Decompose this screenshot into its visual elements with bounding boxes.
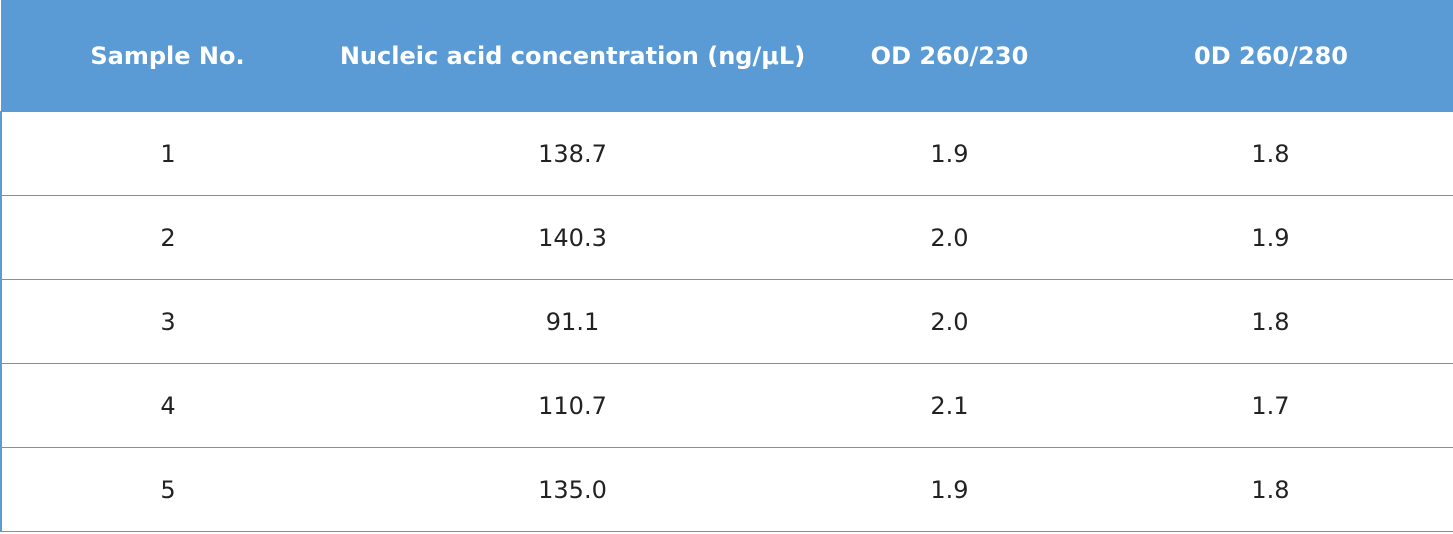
table-cell: 110.7 [334,363,811,448]
table-cell: 2.1 [811,363,1088,448]
header-cell: Sample No. [0,0,335,112]
table-cell: 1.9 [811,447,1088,532]
table-row: 4 110.7 2.1 1.7 [0,363,1453,448]
table-cell: 1.9 [811,111,1088,196]
table-cell: 2.0 [811,195,1088,280]
table-cell: 2 [0,195,334,280]
table-body: 1 138.7 1.9 1.8 2 140.3 2.0 1.9 3 91.1 2.0 1.8 4 110.… [0,111,1453,532]
table-cell: 1 [0,111,334,196]
table-cell: 140.3 [334,195,811,280]
table-cell: 1.7 [1088,363,1453,448]
table-cell: 4 [0,363,334,448]
table-cell: 1.9 [1088,195,1453,280]
table-row: 5 135.0 1.9 1.8 [0,447,1453,532]
table-row: 3 91.1 2.0 1.8 [0,279,1453,364]
table-cell: 1.8 [1088,447,1453,532]
table-cell: 3 [0,279,334,364]
table-cell: 91.1 [334,279,811,364]
table-cell: 5 [0,447,334,532]
table-header: Sample No. Nucleic acid concentration (ng… [0,0,1453,112]
header-cell: OD 260/230 [810,0,1089,112]
header-cell: Nucleic acid concentration (ng/μL) [333,0,812,112]
header-row: Sample No. Nucleic acid concentration (ng… [0,0,1453,112]
table-cell: 135.0 [334,447,811,532]
header-cell: 0D 260/280 [1087,0,1453,112]
table-cell: 1.8 [1088,111,1453,196]
table-cell: 1.8 [1088,279,1453,364]
table-cell: 138.7 [334,111,811,196]
table-cell: 2.0 [811,279,1088,364]
table-row: 1 138.7 1.9 1.8 [0,111,1453,196]
table-row: 2 140.3 2.0 1.9 [0,195,1453,280]
